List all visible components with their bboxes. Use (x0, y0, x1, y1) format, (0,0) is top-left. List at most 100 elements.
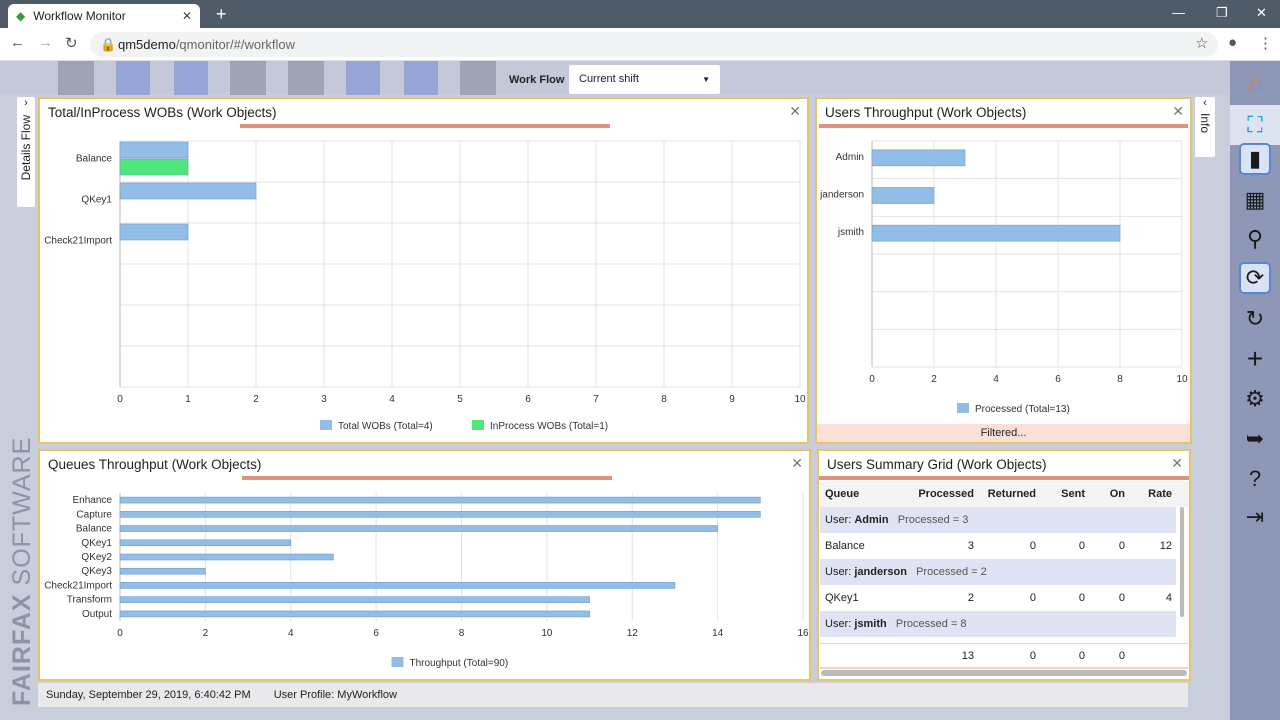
close-tab-icon[interactable]: ✕ (181, 9, 192, 23)
window-settings-icon[interactable]: ⚙ (1245, 386, 1265, 411)
x-tick-label: 2 (253, 394, 259, 405)
legend-label: InProcess WOBs (Total=1) (490, 421, 608, 432)
bar-chart-icon[interactable]: ▮ (1239, 143, 1271, 175)
y-tick-label: Admin (836, 152, 864, 163)
x-tick-label: 9 (729, 394, 735, 405)
browser-tab[interactable]: ◆ Workflow Monitor ✕ (8, 4, 200, 28)
x-tick-label: 4 (288, 628, 294, 639)
horizontal-scrollbar[interactable] (821, 670, 1187, 676)
y-tick-label: QKey3 (81, 566, 112, 577)
auto-refresh-icon[interactable]: ⟳ (1239, 262, 1271, 294)
help-icon[interactable]: ? (1248, 466, 1262, 491)
details-flow-tab[interactable]: › Details Flow (17, 97, 35, 207)
bar (119, 141, 189, 159)
info-tab[interactable]: ‹ Info (1195, 97, 1215, 157)
close-icon[interactable]: ✕ (789, 103, 801, 119)
table-row[interactable]: Balance 3 0 0 0 12 (825, 540, 1172, 552)
panel-title: Queues Throughput (Work Objects) (48, 457, 262, 472)
profile-icon[interactable]: ● (1228, 34, 1238, 51)
bar (871, 224, 1121, 242)
browser-tab-bar (0, 0, 1280, 28)
workflow-diagram-icon[interactable]: ⛶ (1230, 105, 1280, 145)
totals-row: 13 0 0 0 (820, 643, 1188, 669)
filtered-footer[interactable]: Filtered... (817, 424, 1190, 442)
x-tick-label: 0 (117, 628, 123, 639)
workflow-label: Work Flow (509, 74, 565, 86)
x-tick-label: 6 (1055, 374, 1061, 385)
back-icon[interactable]: ← (10, 34, 25, 51)
home-icon[interactable]: ⌂ (1248, 70, 1262, 95)
status-profile: User Profile: MyWorkflow (273, 689, 397, 701)
bar (119, 567, 206, 575)
x-tick-label: 8 (661, 394, 667, 405)
column-header-on[interactable]: On (1109, 488, 1125, 500)
column-header-queue[interactable]: Queue (825, 488, 860, 500)
reload-icon[interactable]: ↻ (65, 35, 78, 52)
y-tick-label: jsmith (837, 227, 864, 238)
column-header-returned[interactable]: Returned (987, 488, 1036, 500)
column-header-sent[interactable]: Sent (1061, 488, 1085, 500)
legend-swatch (391, 657, 404, 667)
close-icon[interactable]: ✕ (1171, 455, 1183, 471)
minimize-button[interactable]: — (1172, 5, 1185, 20)
status-datetime: Sunday, September 29, 2019, 6:40:42 PM (46, 689, 251, 701)
group-row-admin[interactable]: User: Admin Processed = 3 (820, 507, 1176, 533)
add-icon[interactable]: + (1246, 343, 1264, 374)
total-wobs-panel: Total/InProcess WOBs (Work Objects) ✕ 0 1… (38, 97, 809, 444)
group-row-jsmith[interactable]: User: jsmith Processed = 8 (820, 611, 1176, 637)
bar (871, 149, 966, 167)
x-tick-label: 10 (541, 628, 553, 639)
y-tick-label: Enhance (73, 495, 113, 506)
table-row[interactable]: QKey1 2 0 0 0 4 (825, 592, 1172, 604)
bar (119, 539, 292, 547)
y-tick-label: QKey1 (81, 195, 112, 206)
new-tab-button[interactable]: + (216, 4, 227, 24)
back-arrow-icon[interactable]: ➥ (1245, 426, 1265, 451)
legend-label: Throughput (Total=90) (410, 658, 509, 669)
x-tick-label: 10 (1176, 374, 1188, 385)
y-tick-label: Balance (76, 524, 113, 535)
table-icon[interactable]: ▦ (1244, 187, 1266, 212)
vertical-scrollbar[interactable] (1180, 507, 1184, 617)
info-label: Info (1198, 113, 1212, 134)
users-summary-grid: Queue Processed Returned Sent On Rate Us… (820, 481, 1188, 669)
x-tick-label: 8 (1117, 374, 1123, 385)
bar (119, 158, 189, 176)
group-row-janderson[interactable]: User: janderson Processed = 2 (820, 559, 1176, 585)
legend-swatch (320, 420, 332, 430)
column-header-rate[interactable]: Rate (1148, 488, 1172, 500)
x-tick-label: 3 (321, 394, 327, 405)
x-tick-label: 4 (993, 374, 999, 385)
bar (119, 553, 334, 561)
app-favicon-icon: ◆ (16, 9, 26, 23)
url-input[interactable]: 🔒 qm5demo/qmonitor/#/workflow (90, 32, 1218, 57)
forward-icon[interactable]: → (38, 34, 53, 51)
workflow-select[interactable]: Current shift ▼ (569, 65, 720, 94)
panel-title: Users Summary Grid (Work Objects) (827, 457, 1047, 472)
y-tick-label: Balance (76, 154, 113, 165)
logout-icon[interactable]: ⇥ (1245, 504, 1265, 529)
x-tick-label: 1 (185, 394, 191, 405)
details-flow-label: Details Flow (19, 115, 33, 181)
bar (119, 511, 761, 518)
menu-icon[interactable]: ⋮ (1258, 35, 1273, 52)
column-header-processed[interactable]: Processed (918, 488, 974, 500)
maximize-button[interactable]: ❐ (1216, 5, 1228, 20)
search-icon[interactable]: ⚲ (1246, 226, 1264, 251)
refresh-icon[interactable]: ↻ (1245, 306, 1265, 331)
x-tick-label: 4 (389, 394, 395, 405)
bookmark-star-icon[interactable]: ☆ (1195, 35, 1209, 52)
y-tick-label: Check21Import (44, 236, 112, 247)
y-tick-label: janderson (819, 190, 864, 201)
bar (119, 525, 718, 532)
close-icon[interactable]: ✕ (791, 455, 803, 471)
close-window-button[interactable]: ✕ (1256, 5, 1267, 20)
bar (119, 496, 761, 504)
y-tick-label: QKey2 (81, 552, 112, 563)
users-throughput-chart: 0 2 4 6 8 10 Admin janderson jsmith Processed (To… (819, 140, 1188, 415)
y-tick-label: QKey1 (81, 538, 112, 549)
close-icon[interactable]: ✕ (1172, 103, 1184, 119)
fairfax-logo: FAIRFAX SOFTWARE (6, 400, 36, 710)
x-tick-label: 0 (117, 394, 123, 405)
x-tick-label: 14 (712, 628, 724, 639)
